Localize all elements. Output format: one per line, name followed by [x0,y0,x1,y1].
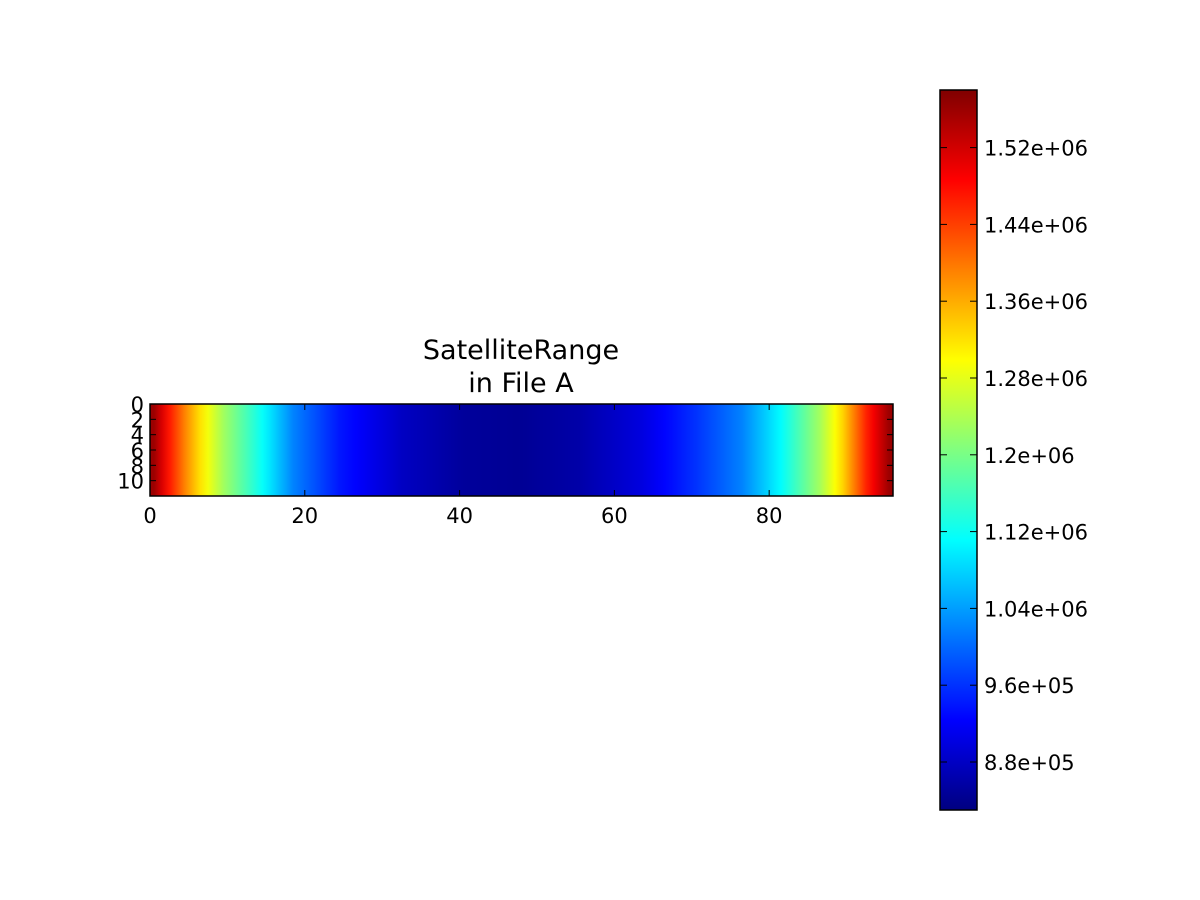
colorbar-fill [940,90,977,810]
x-tick-label: 20 [291,504,318,528]
y-tick-label: 2 [131,408,144,432]
colorbar-tick-label: 8.8e+05 [984,751,1075,775]
colorbar-tick-label: 1.36e+06 [984,290,1088,314]
colorbar-tick-label: 1.04e+06 [984,597,1088,621]
colorbar: 8.8e+05 9.6e+05 1.04e+06 1.12e+06 1.2e+06 1.2… [939,89,1088,811]
x-tick-label: 60 [601,504,628,528]
y-tick-label: 6 [131,439,144,463]
colorbar-ticks: 8.8e+05 9.6e+05 1.04e+06 1.12e+06 1.2e+06 1.2… [940,137,1088,775]
y-tick-label: 8 [131,454,144,478]
x-tick-label: 80 [756,504,783,528]
y-tick-label: 0 [131,393,144,417]
colorbar-tick-label: 1.12e+06 [984,521,1088,545]
x-tick-label: 40 [446,504,473,528]
x-axis: 0 20 40 60 80 [143,404,783,528]
colorbar-tick-label: 1.2e+06 [984,444,1075,468]
x-tick-label: 0 [143,504,156,528]
y-tick-label: 10 [117,470,144,494]
colorbar-frame [939,89,978,811]
colorbar-tick-label: 1.44e+06 [984,213,1088,237]
chart-title-line-2: in File A [468,368,574,399]
colorbar-tick-label: 9.6e+05 [984,674,1075,698]
chart-title-line-1: SatelliteRange [423,335,619,366]
colorbar-tick-label: 1.28e+06 [984,367,1088,391]
chart-title: SatelliteRange in File A [423,335,619,399]
heatmap-cells [150,404,893,496]
colorbar-tick-label: 1.52e+06 [984,137,1088,161]
y-tick-label: 4 [131,424,144,448]
